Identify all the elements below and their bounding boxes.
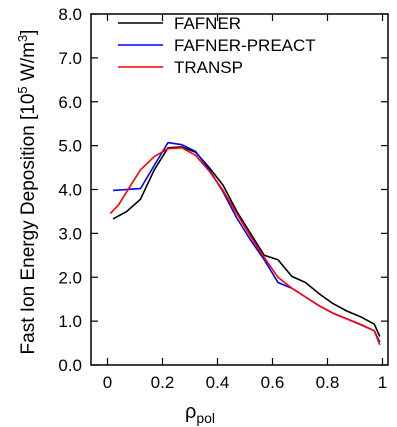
- legend-label-transp: TRANSP: [174, 58, 243, 77]
- legend: FAFNER FAFNER-PREACT TRANSP: [118, 14, 316, 77]
- x-tick-label: 0.8: [316, 373, 340, 392]
- legend-label-fafner: FAFNER: [174, 14, 241, 33]
- y-tick-label: 7.0: [58, 49, 82, 68]
- x-tick-labels: 0 0.2 0.4 0.6 0.8 1: [103, 373, 387, 392]
- y-tick-label: 4.0: [58, 181, 82, 200]
- y-axis-label-exponent-1: 5: [15, 86, 30, 93]
- y-axis-label-units: W/m: [18, 42, 39, 86]
- series-line-transp: [109, 147, 381, 346]
- plot-frame: [90, 13, 389, 366]
- series-lines: [109, 141, 381, 346]
- x-tick-label: 0.4: [206, 373, 230, 392]
- x-axis-label-symbol: ρ: [185, 401, 196, 423]
- x-axis-label: ρpol: [185, 401, 215, 426]
- series-line-fafner: [112, 146, 381, 337]
- y-axis-label-exponent-2: 3: [15, 35, 30, 42]
- y-tick-label: 1.0: [58, 312, 82, 331]
- y-tick-label: 3.0: [58, 224, 82, 243]
- y-axis-label: Fast Ion Energy Deposition [105 W/m3]: [15, 30, 39, 355]
- x-tick-marks: [106, 14, 384, 365]
- y-tick-label: 0.0: [58, 356, 82, 375]
- y-tick-label: 6.0: [58, 93, 82, 112]
- x-tick-label: 0.6: [261, 373, 285, 392]
- legend-label-fafner-preact: FAFNER-PREACT: [174, 36, 316, 55]
- x-axis-label-subscript: pol: [196, 410, 215, 426]
- y-axis-label-main: Fast Ion Energy Deposition [10: [18, 94, 39, 355]
- x-tick-label: 0: [103, 373, 112, 392]
- x-tick-label: 0.2: [151, 373, 175, 392]
- y-tick-labels: 0.0 1.0 2.0 3.0 4.0 5.0 6.0 7.0 8.0: [58, 5, 82, 375]
- y-tick-label: 8.0: [58, 5, 82, 24]
- y-tick-label: 5.0: [58, 137, 82, 156]
- y-axis-label-close: ]: [18, 30, 39, 35]
- x-tick-label: 1: [378, 373, 387, 392]
- y-tick-label: 2.0: [58, 268, 82, 287]
